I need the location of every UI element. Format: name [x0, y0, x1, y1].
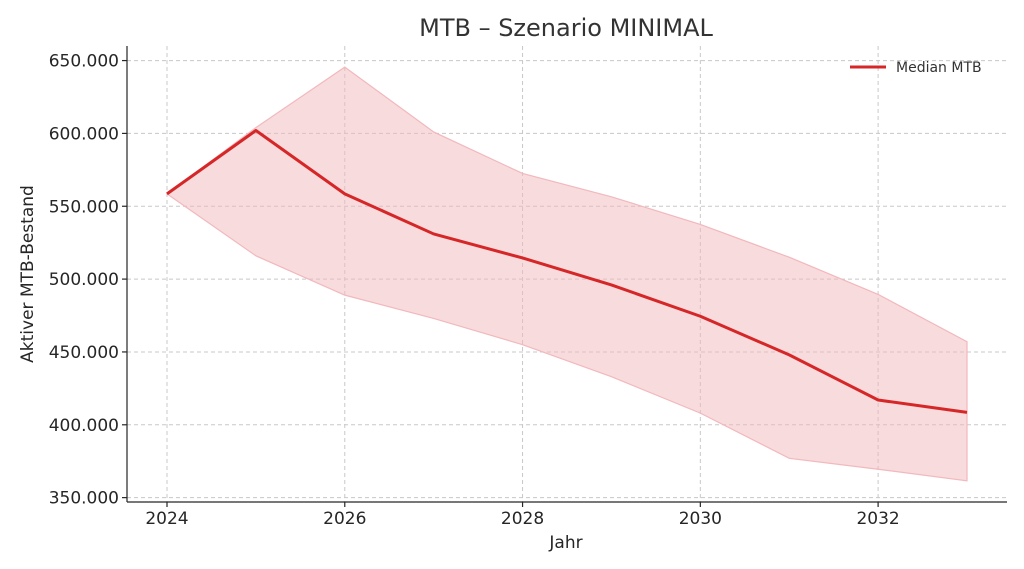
y-tick-label: 450.000 [49, 343, 119, 363]
median-line-group [166, 128, 968, 414]
x-axis-label: Jahr [548, 533, 582, 553]
chart-title: MTB – Szenario MINIMAL [419, 14, 713, 42]
x-tick-label: 2026 [323, 509, 366, 529]
confidence-band [165, 66, 968, 482]
x-tick-label: 2030 [679, 509, 722, 529]
y-tick-label: 350.000 [49, 489, 119, 509]
x-tick-label: 2032 [856, 509, 899, 529]
y-axis-label: Aktiver MTB-Bestand [18, 185, 38, 363]
y-tick-label: 400.000 [49, 416, 119, 436]
legend: Median MTB [850, 60, 982, 76]
y-axis-ticks: 350.000 400.000 450.000 500.000 550.000 600.0… [49, 52, 127, 509]
y-tick-label: 650.000 [49, 52, 119, 72]
y-tick-label: 600.000 [49, 124, 119, 144]
y-tick-label: 550.000 [49, 197, 119, 217]
x-tick-label: 2028 [501, 509, 544, 529]
x-tick-label: 2024 [145, 509, 188, 529]
uncertainty-band [165, 66, 968, 482]
legend-label: Median MTB [896, 60, 982, 76]
y-tick-label: 500.000 [49, 270, 119, 290]
median-line [166, 128, 968, 414]
x-axis-ticks: 2024 2026 2028 2030 2032 [145, 502, 900, 529]
axes [126, 46, 1007, 503]
